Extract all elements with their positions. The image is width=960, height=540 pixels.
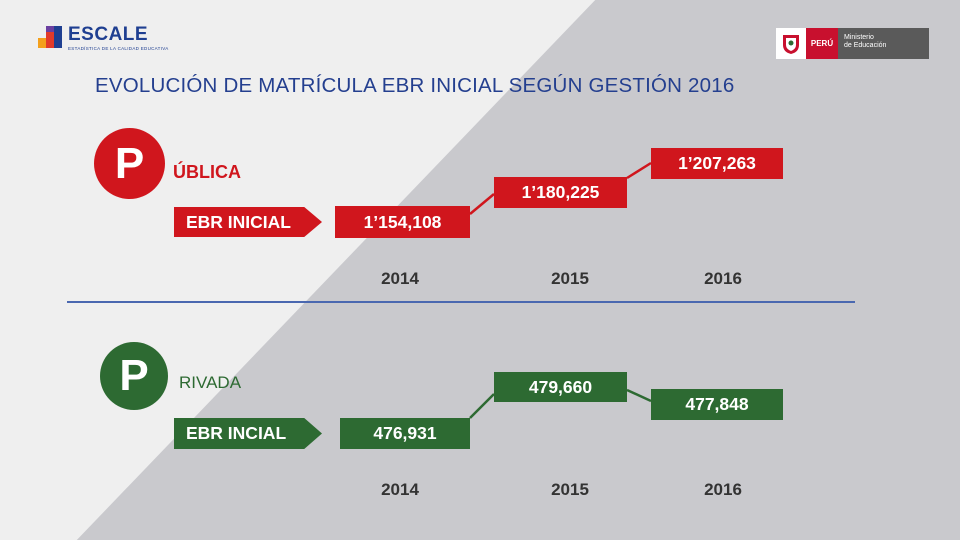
logo-subtext: ESTADÍSTICA DE LA CALIDAD EDUCATIVA <box>68 46 169 51</box>
privada-value-2016: 477,848 <box>651 389 783 420</box>
publica-value-2014: 1’154,108 <box>335 206 470 238</box>
escale-stairs-icon <box>38 26 62 48</box>
publica-series-arrow: EBR INICIAL <box>174 207 322 237</box>
privada-series-arrow: EBR INCIAL <box>174 418 322 449</box>
logo-text: ESCALE <box>68 24 149 45</box>
ministry-logo: PERÚ Ministerio de Educación <box>776 28 929 59</box>
privada-year-2014: 2014 <box>381 480 419 499</box>
publica-year-2016: 2016 <box>704 269 742 288</box>
privada-year-2015: 2015 <box>551 480 589 499</box>
privada-label: RIVADA <box>179 373 242 392</box>
ministry-name: Ministerio de Educación <box>838 28 929 59</box>
publica-initial-circle: P <box>94 128 165 199</box>
privada-value-2014: 476,931 <box>340 418 470 449</box>
privada-connector-2 <box>626 388 652 403</box>
privada-value-2015: 479,660 <box>494 372 627 402</box>
coat-of-arms-icon <box>776 28 806 59</box>
publica-connector-2 <box>626 161 652 180</box>
privada-connector-1 <box>469 393 495 419</box>
ministry-name-line1: Ministerio <box>844 34 874 41</box>
publica-value-2015: 1’180,225 <box>494 177 627 208</box>
publica-year-2014: 2014 <box>381 269 419 288</box>
panel-divider <box>67 301 855 303</box>
privada-year-2016: 2016 <box>704 480 742 499</box>
ministry-country: PERÚ <box>806 28 838 59</box>
publica-value-2016: 1’207,263 <box>651 148 783 179</box>
ministry-name-line2: de Educación <box>844 42 887 49</box>
escale-logo: ESCALE ESTADÍSTICA DE LA CALIDAD EDUCATI… <box>38 22 178 56</box>
publica-label: ÚBLICA <box>173 162 241 182</box>
publica-year-2015: 2015 <box>551 269 589 288</box>
chart-title: EVOLUCIÓN DE MATRÍCULA EBR INICIAL SEGÚN… <box>95 74 735 97</box>
privada-initial-circle: P <box>100 342 168 410</box>
publica-connector-1 <box>469 193 495 215</box>
